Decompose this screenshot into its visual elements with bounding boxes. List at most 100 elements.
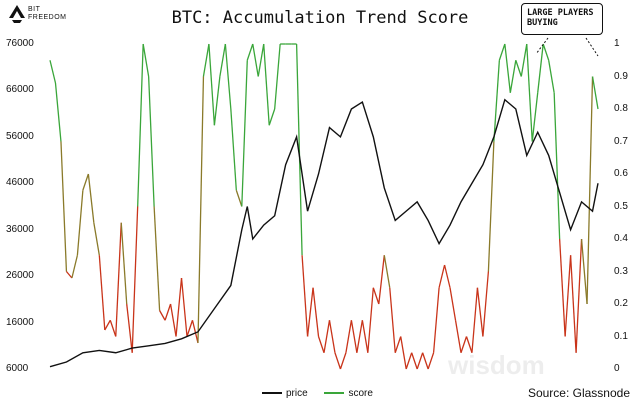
score-line-segment [76, 190, 84, 256]
y-right-tick-label: 0.2 [614, 298, 628, 309]
score-line-segment [575, 238, 583, 353]
score-line-segment [219, 43, 227, 77]
score-line-segment [580, 238, 588, 305]
score-line-segment [345, 320, 353, 353]
score-line-segment [520, 43, 528, 77]
legend-item-score: score [324, 388, 373, 399]
score-line-segment [98, 255, 106, 331]
score-line-segment [482, 271, 490, 337]
y-left-tick-label: 6000 [6, 363, 29, 374]
score-line-segment [493, 60, 501, 142]
score-line-segment [153, 206, 161, 311]
y-left-tick-label: 26000 [6, 270, 34, 282]
score-line-segment [131, 206, 139, 353]
score-line-segment [120, 222, 128, 305]
score-line-segment [591, 76, 599, 110]
score-line-segment [356, 320, 364, 353]
score-line-segment [323, 320, 331, 353]
score-line-segment [71, 255, 79, 279]
score-line-segment [175, 277, 183, 337]
legend-item-price: price [262, 388, 308, 399]
score-line-segment [443, 264, 451, 288]
y-right-tick-label: 1 [614, 38, 620, 49]
score-line-segment [49, 60, 57, 84]
brand-line-1: BIT [28, 6, 41, 13]
score-line-segment [169, 303, 177, 337]
legend-score-label: score [348, 388, 373, 399]
score-line-segment [487, 141, 495, 272]
score-line-segment [427, 352, 435, 370]
score-line-segment [246, 43, 254, 61]
score-line-segment [109, 320, 117, 337]
score-line-segment [328, 320, 336, 353]
score-line-segment [515, 60, 522, 77]
y-right-tick-label: 0.9 [614, 70, 628, 82]
y-left-tick-label: 56000 [6, 130, 34, 142]
score-line-segment [235, 190, 243, 207]
score-line-segment [252, 43, 259, 77]
score-line-segment [454, 320, 462, 353]
score-line-segment [241, 60, 248, 207]
score-line-segment [383, 255, 391, 288]
score-line-segment [504, 43, 511, 93]
score-line-segment [537, 43, 544, 93]
score-line-segment [476, 287, 484, 337]
score-line-segment [230, 108, 237, 191]
legend: price score [262, 388, 387, 399]
score-line-segment [82, 173, 89, 191]
score-line-segment [87, 173, 95, 223]
y-left-tick-label: 46000 [6, 177, 34, 189]
score-line-segment [224, 43, 232, 110]
score-line-segment [405, 352, 413, 370]
y-right-tick-label: 0.4 [614, 233, 628, 244]
y-right-tick-label: 0.3 [614, 265, 628, 277]
score-line-segment [104, 319, 111, 331]
score-line-segment [191, 320, 199, 344]
score-line-segment [400, 336, 407, 370]
score-line-segment [564, 255, 572, 337]
score-line-segment [339, 352, 347, 370]
score-line-segment [164, 303, 172, 321]
brand-text: BIT FREEDOM [28, 6, 67, 22]
score-line-segment [432, 287, 440, 353]
score-line-segment [438, 264, 446, 288]
score-line-segment [147, 76, 155, 207]
score-line-segment [498, 43, 506, 61]
score-line-segment [553, 92, 561, 240]
chart-title: BTC: Accumulation Trend Score [171, 8, 469, 28]
y-right-tick-label: 0 [614, 363, 620, 374]
score-line-segment [558, 238, 566, 337]
score-line-segment [526, 43, 533, 142]
brand-logo [8, 4, 26, 28]
annotation-box: LARGE PLAYERS BUYING [521, 3, 603, 35]
score-line-segment [197, 76, 205, 344]
bitfreedom-logo-icon [9, 5, 25, 23]
score-line-segment [159, 310, 166, 321]
score-line-segment [60, 141, 68, 272]
score-line-segment [257, 43, 265, 77]
annotation-arrow [585, 37, 599, 57]
score-line-segment [301, 255, 309, 337]
score-line-segment [306, 287, 314, 337]
score-line-segment [509, 60, 517, 93]
price-line [49, 98, 599, 368]
y-right-tick-label: 0.8 [614, 103, 628, 114]
source-text: Source: Glassnode [527, 386, 630, 400]
score-line-segment [213, 76, 221, 126]
score-line-segment [263, 43, 270, 126]
score-line-segment [586, 76, 594, 305]
score-line-segment [208, 43, 216, 126]
legend-price-label: price [286, 388, 308, 399]
annotation-arrow [535, 37, 549, 55]
score-line-segment [186, 320, 194, 337]
score-line-segment [180, 277, 188, 337]
score-line-segment [361, 320, 369, 353]
score-line-segment [378, 255, 385, 305]
score-line-segment [465, 336, 473, 353]
brand-line-2: FREEDOM [28, 14, 67, 21]
score-line-segment [548, 60, 555, 93]
score-line-segment [334, 352, 342, 370]
score-line-segment [65, 271, 73, 279]
score-line-segment [137, 43, 144, 207]
